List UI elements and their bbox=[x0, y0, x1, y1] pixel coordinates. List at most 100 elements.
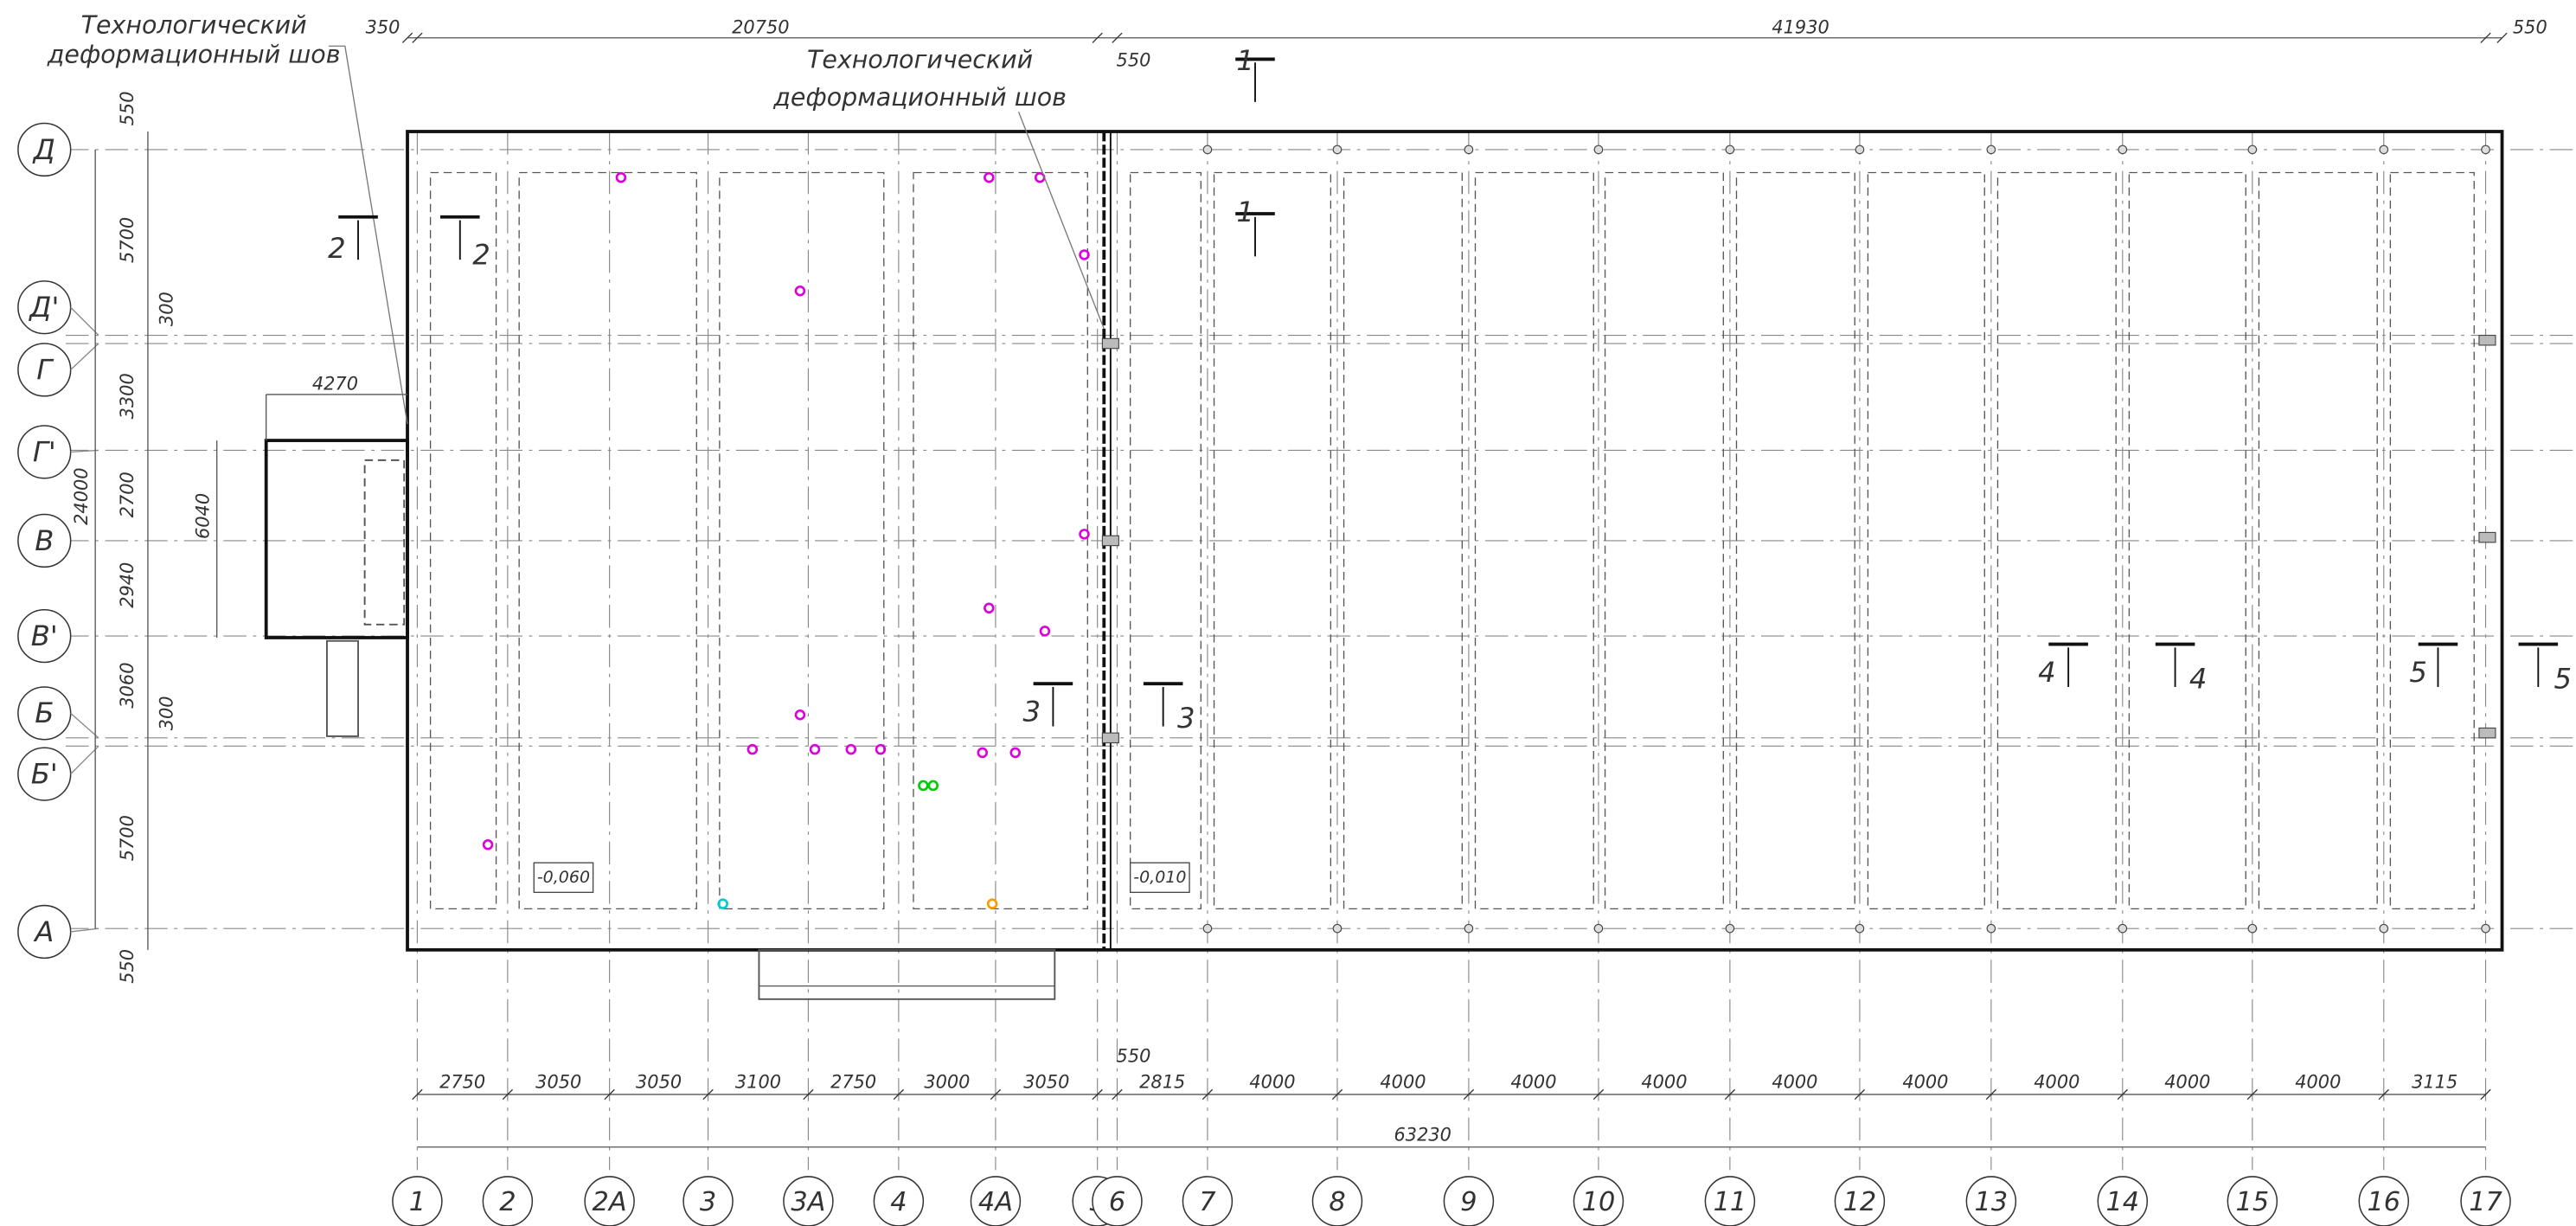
line bbox=[1092, 32, 1103, 43]
dimension: 4000 bbox=[1510, 1072, 1556, 1093]
dimension: 4000 bbox=[1249, 1072, 1295, 1093]
leader-line bbox=[328, 45, 408, 425]
dimension: 3300 bbox=[117, 373, 138, 419]
column-axis-label: 15 bbox=[2236, 1187, 2270, 1217]
column bbox=[1332, 923, 1342, 934]
section-mark: 1 bbox=[1236, 44, 1254, 77]
marker-dot bbox=[984, 171, 995, 183]
marker-dot bbox=[986, 898, 998, 909]
marker-dot bbox=[984, 602, 995, 614]
marker-dot bbox=[1079, 529, 1090, 540]
marker-dot bbox=[747, 743, 759, 755]
floor-panel bbox=[719, 171, 885, 910]
line bbox=[412, 32, 423, 43]
section-mark: 3 bbox=[1177, 702, 1195, 735]
floor-panel bbox=[2258, 171, 2378, 910]
column-axis-label: 13 bbox=[1975, 1187, 2009, 1217]
floor-panel bbox=[518, 171, 697, 910]
column-axis-label: 9 bbox=[1460, 1187, 1477, 1217]
marker-dot bbox=[1039, 626, 1051, 637]
dimension: 24000 bbox=[71, 467, 92, 524]
line bbox=[1112, 1088, 1123, 1101]
line bbox=[1112, 32, 1123, 43]
line bbox=[1201, 1088, 1214, 1101]
floor-panel bbox=[1604, 171, 1724, 910]
column bbox=[1464, 923, 1474, 934]
line bbox=[1724, 1088, 1736, 1101]
dimension: 3000 bbox=[924, 1072, 970, 1093]
column-axis-label: 6 bbox=[1109, 1187, 1125, 1217]
axis-bubble bbox=[17, 122, 72, 177]
row-axis-label: В bbox=[35, 524, 54, 557]
line bbox=[2496, 32, 2508, 43]
floor-panel bbox=[913, 171, 1088, 910]
column-axis-label: 14 bbox=[2105, 1187, 2139, 1217]
column bbox=[1986, 144, 1996, 155]
dimension: 5700 bbox=[117, 217, 138, 263]
line bbox=[502, 1088, 514, 1101]
level-mark: -0,060 bbox=[537, 868, 590, 887]
column-axis-label: 2 bbox=[499, 1187, 516, 1217]
column bbox=[1855, 144, 1865, 155]
marker-dot bbox=[794, 285, 806, 297]
section-mark: 1 bbox=[1236, 196, 1254, 228]
floor-panel bbox=[1342, 171, 1463, 910]
column bbox=[2247, 923, 2258, 934]
dimension: 6040 bbox=[193, 493, 214, 539]
section-mark: 2 bbox=[472, 238, 490, 271]
row-axis-label: Д' bbox=[28, 291, 59, 324]
column bbox=[1986, 923, 1996, 934]
floor-panel bbox=[1867, 171, 1985, 910]
column-axis-label: 4 bbox=[890, 1187, 907, 1217]
dimension: 41930 bbox=[1772, 16, 1829, 37]
level-box bbox=[1130, 862, 1190, 894]
column bbox=[2481, 923, 2490, 934]
line bbox=[2480, 1088, 2491, 1101]
dimension: 3115 bbox=[2412, 1072, 2457, 1093]
column bbox=[2481, 144, 2490, 155]
dimension: 3100 bbox=[735, 1072, 781, 1093]
column bbox=[1593, 144, 1604, 155]
column bbox=[1725, 144, 1735, 155]
section-mark: 5 bbox=[2409, 656, 2427, 689]
column bbox=[2118, 923, 2128, 934]
line bbox=[1592, 1088, 1605, 1101]
line bbox=[401, 32, 413, 43]
line bbox=[1463, 1088, 1475, 1101]
section-mark: 4 bbox=[2189, 662, 2208, 695]
column-axis-label: 1 bbox=[409, 1187, 426, 1217]
axis-bubble bbox=[17, 608, 72, 664]
porch bbox=[758, 948, 1056, 1000]
dimension: 550 bbox=[117, 92, 138, 126]
line bbox=[1331, 1088, 1343, 1101]
column bbox=[1725, 923, 1735, 934]
column-axis-label: 4А bbox=[978, 1187, 1013, 1217]
marker-dot bbox=[927, 780, 939, 792]
floor-panel bbox=[1213, 171, 1332, 910]
dimension: 550 bbox=[117, 949, 138, 984]
column bbox=[2118, 144, 2128, 155]
column-axis-label: 10 bbox=[1582, 1187, 1616, 1217]
dimension: 4000 bbox=[2164, 1072, 2210, 1093]
column bbox=[1593, 923, 1604, 934]
column-axis-label: 8 bbox=[1329, 1187, 1345, 1217]
section-mark: 2 bbox=[328, 232, 346, 265]
column-axis-label: 11 bbox=[1714, 1187, 1747, 1217]
line bbox=[2117, 1088, 2128, 1101]
ramp bbox=[325, 639, 359, 737]
row-axis-label: Г bbox=[36, 353, 54, 386]
dimension: 4000 bbox=[1772, 1072, 1817, 1093]
column bbox=[1202, 923, 1213, 934]
marker-dot bbox=[977, 747, 989, 759]
annotation: Технологический bbox=[81, 10, 307, 39]
row-axis-label: Д bbox=[32, 133, 55, 166]
line bbox=[2246, 1088, 2259, 1101]
dimension: 4000 bbox=[1641, 1072, 1687, 1093]
marker-dot bbox=[717, 898, 728, 909]
row-axis-label: Г' bbox=[33, 435, 56, 468]
marker-dot bbox=[1079, 249, 1090, 260]
dimension: 3050 bbox=[1023, 1072, 1069, 1093]
column bbox=[1202, 144, 1213, 155]
line bbox=[70, 928, 99, 933]
